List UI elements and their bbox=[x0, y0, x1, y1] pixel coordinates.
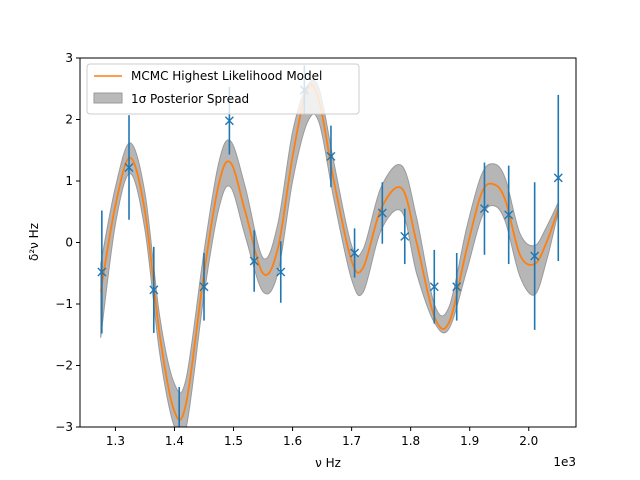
data-point bbox=[97, 210, 107, 334]
data-point bbox=[326, 125, 336, 188]
legend-label-band: 1σ Posterior Spread bbox=[131, 92, 249, 106]
point-marker bbox=[326, 151, 336, 161]
x-axis-ticks: 1.3 1.4 1.5 1.6 1.7 1.8 1.9 2.0 bbox=[106, 427, 538, 448]
data-point bbox=[124, 115, 134, 220]
point-marker bbox=[199, 282, 209, 292]
data-point bbox=[178, 387, 180, 427]
x-axis-offset-label: 1e3 bbox=[553, 455, 576, 469]
data-point bbox=[149, 246, 159, 333]
point-marker bbox=[452, 282, 462, 292]
data-point bbox=[276, 241, 286, 303]
point-marker bbox=[249, 256, 259, 266]
data-point bbox=[504, 165, 514, 265]
legend-box bbox=[86, 63, 360, 115]
x-axis-label: ν Hz bbox=[315, 456, 341, 470]
y-tick-label: −3 bbox=[55, 420, 73, 434]
legend-label-model: MCMC Highest Likelihood Model bbox=[131, 69, 322, 83]
point-marker bbox=[149, 285, 159, 295]
y-axis-label: δ²ν Hz bbox=[27, 223, 41, 261]
point-marker bbox=[429, 282, 439, 292]
point-marker bbox=[350, 248, 360, 258]
x-tick-label: 1.4 bbox=[165, 434, 184, 448]
point-marker bbox=[124, 162, 134, 172]
x-tick-label: 1.5 bbox=[224, 434, 243, 448]
data-point bbox=[377, 182, 387, 244]
x-tick-label: 1.9 bbox=[460, 434, 479, 448]
x-tick-label: 1.8 bbox=[401, 434, 420, 448]
x-tick-label: 1.6 bbox=[283, 434, 302, 448]
x-tick-label: 2.0 bbox=[519, 434, 538, 448]
point-marker bbox=[479, 204, 489, 214]
y-axis-ticks: −3 −2 −1 0 1 2 3 bbox=[55, 51, 80, 434]
point-marker bbox=[530, 251, 540, 261]
data-point bbox=[429, 249, 439, 324]
y-tick-label: −1 bbox=[55, 297, 73, 311]
x-tick-label: 1.7 bbox=[342, 434, 361, 448]
data-point bbox=[530, 182, 540, 330]
legend: MCMC Highest Likelihood Model 1σ Posteri… bbox=[86, 63, 360, 115]
data-points-layer bbox=[97, 65, 563, 427]
point-marker bbox=[224, 116, 234, 126]
point-marker bbox=[400, 231, 410, 241]
data-point bbox=[479, 162, 489, 255]
data-point bbox=[400, 208, 410, 265]
x-tick-label: 1.3 bbox=[106, 434, 125, 448]
data-point bbox=[452, 252, 462, 321]
data-point bbox=[199, 252, 209, 321]
data-point bbox=[553, 94, 563, 261]
point-marker bbox=[276, 267, 286, 277]
y-tick-label: 3 bbox=[65, 51, 73, 65]
point-marker bbox=[97, 267, 107, 277]
data-point bbox=[249, 230, 259, 292]
y-tick-label: 1 bbox=[65, 174, 73, 188]
data-point bbox=[350, 228, 360, 278]
y-tick-label: −2 bbox=[55, 359, 73, 373]
point-marker bbox=[377, 208, 387, 218]
point-marker bbox=[553, 173, 563, 183]
y-tick-label: 2 bbox=[65, 113, 73, 127]
y-tick-label: 0 bbox=[65, 236, 73, 250]
point-marker bbox=[504, 210, 514, 220]
legend-band-swatch bbox=[93, 92, 123, 104]
